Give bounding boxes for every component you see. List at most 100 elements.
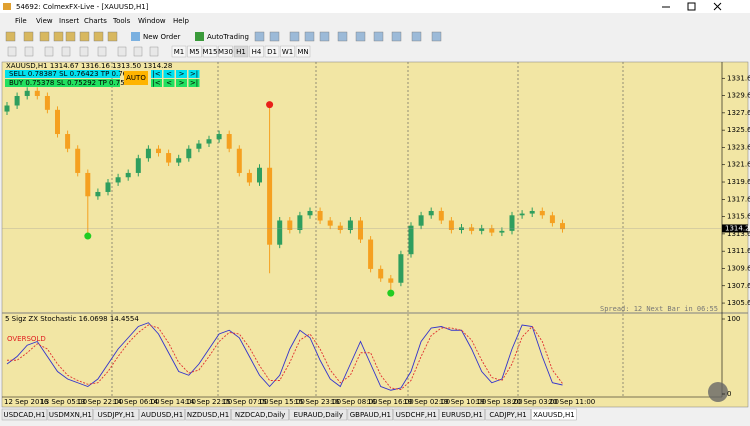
tool-icon[interactable] bbox=[79, 46, 89, 57]
chart-tab-label[interactable]: USDJPY,H1 bbox=[98, 411, 135, 419]
tool-icon[interactable] bbox=[7, 46, 17, 57]
menu-item[interactable]: Insert bbox=[59, 17, 79, 25]
buy-box[interactable] bbox=[5, 79, 120, 87]
tool-icon[interactable] bbox=[269, 31, 280, 42]
menu-item[interactable]: File bbox=[15, 17, 27, 25]
step-label[interactable]: > bbox=[179, 70, 185, 78]
chart-tab[interactable] bbox=[393, 408, 439, 421]
tool-icon[interactable] bbox=[355, 31, 366, 42]
timeframe-label[interactable]: M1 bbox=[174, 48, 185, 56]
tool-icon[interactable] bbox=[65, 31, 76, 42]
timeframe-button[interactable] bbox=[202, 45, 218, 58]
step-button[interactable] bbox=[188, 79, 200, 87]
timeframe-button[interactable] bbox=[171, 45, 187, 58]
sell-box[interactable] bbox=[5, 70, 120, 78]
chart-tab-label[interactable]: USDCAD,H1 bbox=[3, 411, 45, 419]
autotrading[interactable]: AutoTrading bbox=[207, 33, 249, 41]
menu-item[interactable]: Help bbox=[173, 17, 190, 25]
chart-tab-label[interactable]: CADJPY,H1 bbox=[489, 411, 526, 419]
step-button[interactable] bbox=[176, 79, 187, 87]
tool-icon[interactable] bbox=[289, 31, 300, 42]
timeframe-label[interactable]: H1 bbox=[236, 48, 246, 56]
autotrading-icon[interactable] bbox=[195, 32, 204, 41]
buy-text[interactable]: BUY 0.75378 SL 0.75292 TP 0.75865 bbox=[9, 79, 138, 87]
tool-icon[interactable] bbox=[391, 31, 402, 42]
timeframe-label[interactable]: MN bbox=[297, 48, 308, 56]
step-label[interactable]: >| bbox=[190, 79, 198, 87]
step-button[interactable] bbox=[188, 70, 200, 78]
tool-icon[interactable] bbox=[97, 46, 107, 57]
tool-icon[interactable] bbox=[107, 31, 118, 42]
tool-icon[interactable] bbox=[373, 31, 384, 42]
tool-icon[interactable] bbox=[117, 46, 127, 57]
chart-tab-label[interactable]: AUDUSD,H1 bbox=[141, 411, 183, 419]
timeframe-label[interactable]: W1 bbox=[282, 48, 293, 56]
tool-icon[interactable] bbox=[431, 31, 442, 42]
auto-text[interactable]: AUTO bbox=[126, 74, 146, 82]
chart-tab-label[interactable]: NZDUSD,H1 bbox=[187, 411, 229, 419]
timeframe-button[interactable] bbox=[187, 45, 202, 58]
chart-tab-label[interactable]: EURUSD,H1 bbox=[441, 411, 482, 419]
timeframe-button[interactable] bbox=[249, 45, 264, 58]
chart-tab-label[interactable]: XAUUSD,H1 bbox=[533, 411, 575, 419]
new-order-icon[interactable] bbox=[131, 32, 140, 41]
maximize[interactable] bbox=[687, 2, 696, 11]
step-button[interactable] bbox=[151, 79, 162, 87]
step-label[interactable]: < bbox=[166, 79, 172, 87]
tool-icon[interactable] bbox=[44, 46, 54, 57]
timeframe-button[interactable] bbox=[233, 45, 249, 58]
auto-box[interactable] bbox=[124, 71, 148, 85]
tool-icon[interactable] bbox=[5, 31, 16, 42]
tool-icon[interactable] bbox=[411, 31, 422, 42]
sell-text[interactable]: SELL 0.78387 SL 0.76423 TP 0.76139 bbox=[9, 70, 140, 78]
tool-icon[interactable] bbox=[79, 31, 90, 42]
tool-icon[interactable] bbox=[149, 46, 159, 57]
zoom-button[interactable] bbox=[708, 382, 728, 402]
tool-icon[interactable] bbox=[39, 31, 50, 42]
step-button[interactable] bbox=[163, 70, 175, 78]
timeframe-label[interactable]: D1 bbox=[267, 48, 277, 56]
step-label[interactable]: > bbox=[179, 79, 185, 87]
menu-item[interactable]: Window bbox=[138, 17, 166, 25]
timeframe-label[interactable]: M30 bbox=[218, 48, 233, 56]
step-label[interactable]: |< bbox=[152, 70, 160, 78]
timeframe-label[interactable]: H4 bbox=[252, 48, 262, 56]
chart-tab[interactable] bbox=[289, 408, 348, 421]
step-label[interactable]: < bbox=[166, 70, 172, 78]
chart-tab[interactable] bbox=[1, 408, 48, 421]
timeframe-button[interactable] bbox=[218, 45, 233, 58]
tool-icon[interactable] bbox=[23, 31, 34, 42]
chart-tab[interactable] bbox=[47, 408, 94, 421]
timeframe-button[interactable] bbox=[295, 45, 311, 58]
close[interactable] bbox=[713, 2, 722, 11]
menu-item[interactable]: Charts bbox=[84, 17, 107, 25]
chart-tab-label[interactable]: NZDCAD,Daily bbox=[235, 411, 285, 419]
step-label[interactable]: >| bbox=[190, 70, 198, 78]
chart-tab[interactable] bbox=[185, 408, 231, 421]
step-button[interactable] bbox=[176, 70, 187, 78]
chart-tab[interactable] bbox=[485, 408, 531, 421]
chart-tab[interactable] bbox=[347, 408, 393, 421]
step-button[interactable] bbox=[151, 70, 162, 78]
menu-item[interactable]: Tools bbox=[112, 17, 131, 25]
tool-icon[interactable] bbox=[53, 31, 64, 42]
tool-icon[interactable] bbox=[24, 46, 34, 57]
chart-tab[interactable] bbox=[439, 408, 485, 421]
chart-tab-label[interactable]: USDMXN,H1 bbox=[49, 411, 92, 419]
timeframe-label[interactable]: M5 bbox=[189, 48, 200, 56]
tool-icon[interactable] bbox=[61, 46, 71, 57]
tool-icon[interactable] bbox=[304, 31, 315, 42]
tool-icon[interactable] bbox=[337, 31, 348, 42]
chart-tab-label[interactable]: EURAUD,Daily bbox=[294, 411, 343, 419]
chart-tab[interactable] bbox=[231, 408, 289, 421]
timeframe-label[interactable]: M15 bbox=[203, 48, 218, 56]
tool-icon[interactable] bbox=[133, 46, 143, 57]
tool-icon[interactable] bbox=[319, 31, 330, 42]
chart-tab-label[interactable]: GBPAUD,H1 bbox=[350, 411, 391, 419]
new-order[interactable]: New Order bbox=[143, 33, 181, 41]
chart-tab[interactable] bbox=[531, 408, 577, 421]
menu-item[interactable]: View bbox=[36, 17, 53, 25]
chart-tab[interactable] bbox=[93, 408, 139, 421]
step-label[interactable]: |< bbox=[152, 79, 160, 87]
tool-icon[interactable] bbox=[93, 31, 104, 42]
